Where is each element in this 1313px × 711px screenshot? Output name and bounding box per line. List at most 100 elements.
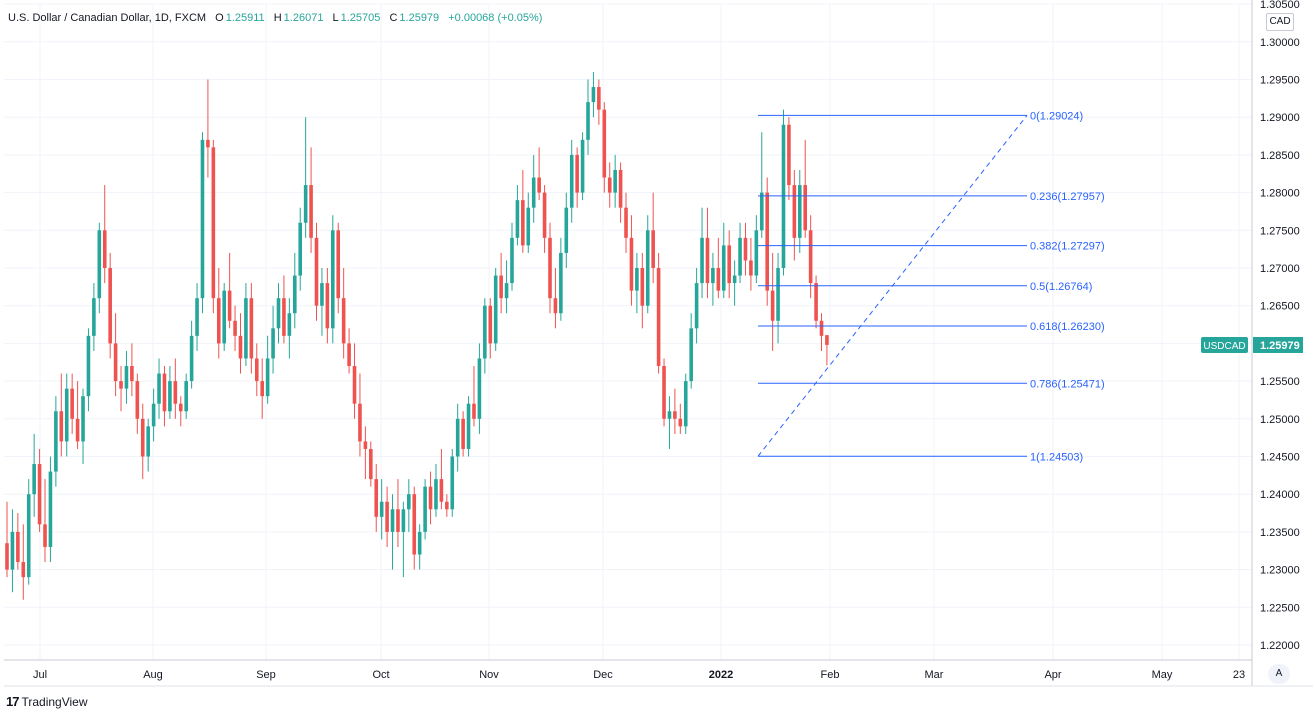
fib-level-label: 0(1.29024) [1030, 110, 1083, 122]
candle-body [385, 501, 389, 532]
candle-body [776, 268, 780, 321]
candle-body [407, 494, 411, 510]
candle-body [16, 531, 20, 563]
legend-high: 1.26071 [283, 12, 324, 24]
candle-body [580, 139, 585, 193]
candle-body [303, 185, 308, 223]
time-tick-label: Nov [479, 669, 499, 681]
time-axis[interactable]: Jul Aug Sep Oct Nov Dec 2022 Feb Mar Apr May 23 [4, 659, 1313, 687]
candle-body [645, 230, 650, 306]
price-tick-label: 1.22500 [1260, 602, 1300, 614]
candle-body [417, 531, 422, 555]
fib-level-label: 0.382(1.27297) [1030, 241, 1105, 253]
candle-body [629, 237, 634, 291]
candle-body [260, 381, 265, 397]
fib-level-label: 0.236(1.27957) [1030, 191, 1105, 203]
candle-body [797, 185, 802, 238]
candle-body [461, 418, 465, 449]
fib-level-label: 0.618(1.26230) [1030, 321, 1105, 333]
candle-body [673, 411, 677, 419]
candle-body [374, 479, 379, 517]
candle-body [721, 245, 726, 291]
candle-body [569, 154, 574, 208]
candle-body [499, 275, 503, 299]
candle-body [423, 486, 427, 532]
fib-level-label: 0.5(1.26764) [1030, 281, 1092, 293]
candle-body [765, 192, 769, 291]
candle-body [504, 283, 509, 299]
candle-body [298, 222, 303, 276]
fibonacci-retracement[interactable]: 0(1.29024) 0.236(1.27957) 0.382(1.27297) 0.… [757, 110, 1105, 463]
candle-body [602, 109, 607, 178]
price-tick-label: 1.30000 [1260, 37, 1300, 49]
candle-body [819, 320, 824, 336]
price-tick-label: 1.29500 [1260, 75, 1300, 87]
candle-body [607, 177, 612, 193]
candle-body [113, 343, 118, 382]
candle-body [401, 509, 406, 532]
price-tick-label: 1.30500 [1260, 0, 1300, 11]
candle-body [743, 237, 748, 261]
price-tick-label: 1.25500 [1260, 376, 1300, 388]
candle-body [689, 328, 693, 382]
auto-scale-button[interactable]: A [1268, 664, 1290, 684]
legend-close: 1.25979 [399, 12, 440, 24]
symbol-tag-box [1201, 336, 1248, 353]
candle-body [618, 169, 623, 208]
price-tick-label: 1.28500 [1260, 150, 1300, 162]
price-tick-label: 1.26500 [1260, 301, 1300, 313]
candle-body [466, 403, 471, 449]
candle-body [428, 486, 433, 510]
candle-body [124, 366, 129, 389]
tradingview-logo[interactable]: 17 TradingView [6, 694, 88, 709]
candle-body [157, 373, 161, 404]
candle-body [130, 366, 134, 382]
candle-body [5, 543, 9, 570]
candle-body [37, 464, 42, 525]
candle-body [276, 298, 281, 329]
candle-body [738, 237, 742, 276]
candle-body [711, 268, 715, 284]
currency-label[interactable]: CAD [1266, 13, 1294, 31]
candle-body [651, 230, 655, 268]
candle-body [510, 237, 514, 284]
candle-body [472, 403, 476, 419]
candle-body [216, 298, 221, 344]
candle-body [26, 494, 31, 578]
candle-body [309, 185, 313, 238]
candle-body [108, 268, 112, 344]
candle-body [515, 200, 520, 238]
candle-body [206, 139, 210, 148]
candle-body [48, 471, 53, 547]
tradingview-logo-icon: 17 [6, 694, 20, 709]
legend-low-label: L [332, 12, 339, 24]
price-tick-label: 1.23000 [1260, 565, 1300, 577]
legend-open: 1.25911 [225, 12, 265, 24]
candle-body [825, 335, 829, 345]
candle-body [542, 192, 547, 238]
candle-body [678, 418, 683, 427]
candle-body [135, 381, 140, 419]
price-tick-label: 1.24000 [1260, 489, 1300, 501]
candle-body [64, 388, 69, 442]
candle-body [151, 403, 156, 427]
price-tick-label: 1.27500 [1260, 225, 1300, 237]
candle-body [624, 207, 628, 238]
candle-body [759, 192, 764, 231]
candle-body [591, 87, 596, 103]
price-tag-label: 1.25979 [1260, 340, 1300, 352]
candle-body [244, 298, 248, 359]
time-tick-label: May [1152, 669, 1173, 681]
candle-body [792, 185, 797, 238]
candle-body [575, 154, 579, 193]
candle-body [749, 260, 753, 276]
time-tick-label: Aug [143, 669, 163, 681]
candle-body [146, 426, 150, 457]
candle-body [548, 237, 552, 299]
candle-body [195, 298, 199, 336]
legend-change: +0.00068 (+0.05%) [448, 12, 543, 24]
candle-body [705, 237, 710, 284]
time-tick-label: Dec [593, 669, 613, 681]
candle-body [352, 366, 357, 404]
